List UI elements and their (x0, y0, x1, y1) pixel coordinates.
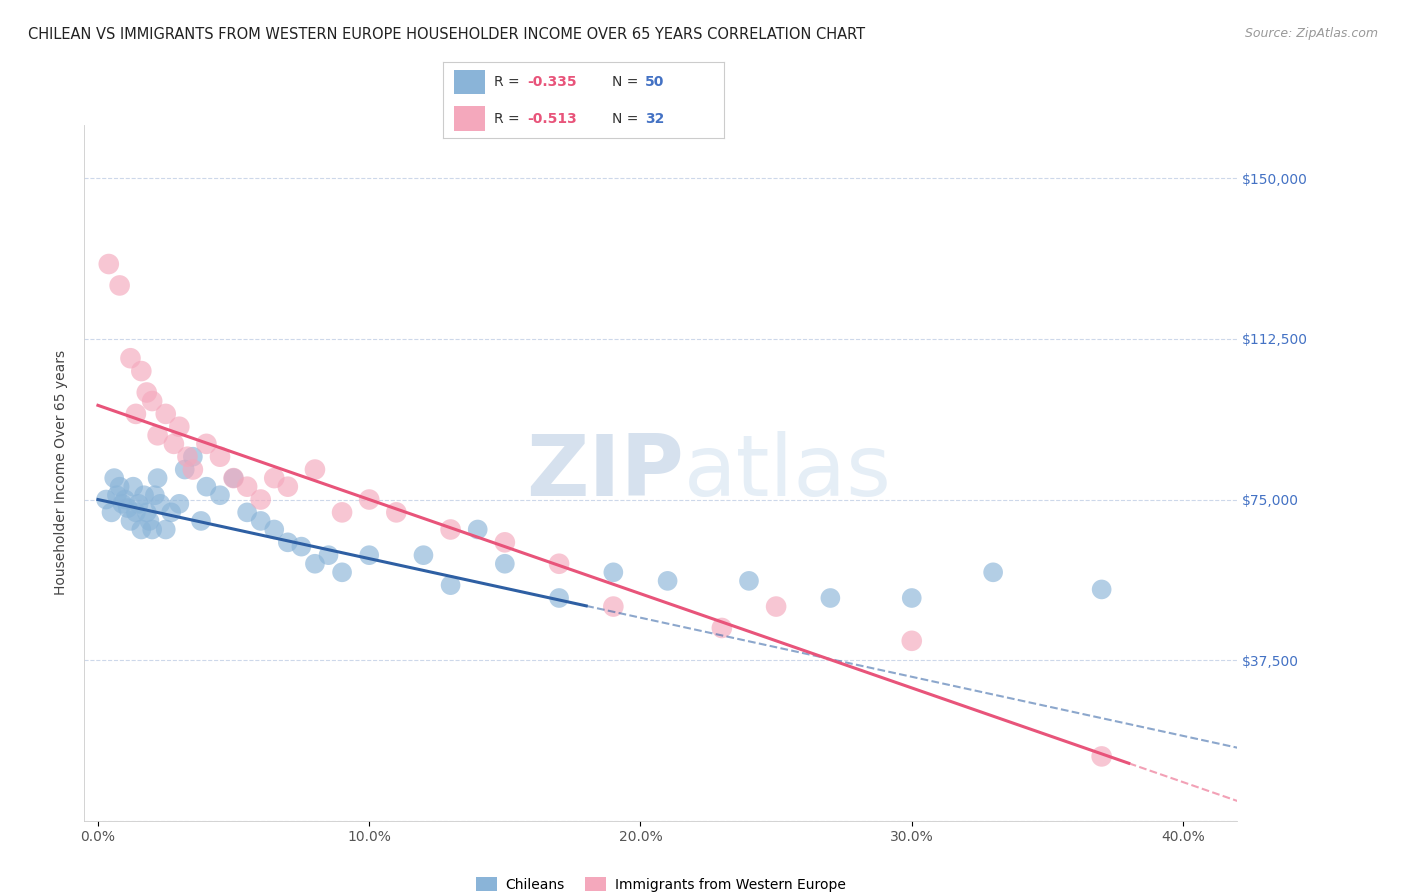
Point (1091, 749, 1114, 764)
Point (97, 257, 120, 271)
Y-axis label: Householder Income Over 65 years: Householder Income Over 65 years (55, 351, 69, 595)
Point (208, 450, 231, 464)
Text: -0.513: -0.513 (527, 112, 576, 126)
Point (900, 633, 922, 648)
Text: N =: N = (612, 112, 643, 126)
Point (117, 501, 139, 516)
FancyBboxPatch shape (454, 106, 485, 130)
Point (176, 450, 198, 464)
Point (155, 407, 177, 421)
Point (412, 548, 434, 562)
Point (125, 505, 148, 519)
Point (208, 488, 231, 502)
Point (385, 505, 408, 519)
Point (304, 462, 326, 476)
Point (222, 471, 245, 485)
Point (105, 488, 128, 502)
Point (149, 497, 172, 511)
Point (263, 471, 285, 485)
Point (359, 548, 381, 562)
Point (439, 523, 461, 537)
Point (657, 574, 679, 588)
Text: atlas: atlas (683, 431, 891, 515)
Point (330, 505, 353, 519)
Point (981, 566, 1004, 580)
Point (108, 278, 131, 293)
Point (318, 548, 340, 562)
Point (169, 497, 191, 511)
Point (263, 523, 285, 537)
Point (359, 492, 381, 507)
Point (277, 535, 299, 549)
FancyBboxPatch shape (454, 70, 485, 95)
Point (135, 385, 157, 400)
Point (173, 462, 195, 476)
Point (94, 492, 117, 507)
Point (236, 480, 259, 494)
Text: ZIP: ZIP (526, 431, 683, 515)
Point (103, 471, 125, 485)
Point (548, 591, 571, 605)
Point (304, 557, 326, 571)
Point (160, 505, 183, 519)
Text: N =: N = (612, 75, 643, 89)
Point (143, 488, 166, 502)
Point (114, 492, 136, 507)
Point (100, 505, 122, 519)
Point (439, 578, 461, 592)
Point (710, 621, 733, 635)
Point (290, 540, 312, 554)
Point (738, 574, 761, 588)
Point (163, 437, 186, 451)
Point (141, 394, 163, 409)
Point (236, 505, 259, 519)
Point (131, 364, 153, 378)
Point (111, 497, 134, 511)
Point (467, 523, 489, 537)
Point (602, 599, 624, 614)
Point (146, 471, 169, 485)
Point (122, 480, 145, 494)
Point (548, 557, 571, 571)
Point (1091, 582, 1114, 597)
Point (120, 514, 142, 528)
Point (330, 566, 353, 580)
Point (190, 514, 212, 528)
Point (765, 599, 787, 614)
Point (155, 523, 177, 537)
Point (146, 428, 169, 442)
Point (277, 480, 299, 494)
Text: Source: ZipAtlas.com: Source: ZipAtlas.com (1244, 27, 1378, 40)
Point (602, 566, 624, 580)
Point (820, 591, 842, 605)
Point (900, 591, 922, 605)
Text: CHILEAN VS IMMIGRANTS FROM WESTERN EUROPE HOUSEHOLDER INCOME OVER 65 YEARS CORRE: CHILEAN VS IMMIGRANTS FROM WESTERN EUROP… (28, 27, 865, 42)
Point (494, 535, 516, 549)
Point (249, 514, 271, 528)
Point (135, 505, 157, 519)
Point (249, 492, 271, 507)
Point (120, 351, 142, 366)
Point (169, 419, 191, 434)
Text: 50: 50 (645, 75, 665, 89)
Point (108, 480, 131, 494)
Point (222, 471, 245, 485)
Point (494, 557, 516, 571)
Text: 32: 32 (645, 112, 665, 126)
Point (181, 450, 204, 464)
Point (132, 488, 155, 502)
Point (125, 407, 148, 421)
Point (131, 523, 153, 537)
Point (195, 480, 218, 494)
Point (128, 497, 150, 511)
Point (181, 462, 204, 476)
Point (138, 514, 160, 528)
Legend: Chileans, Immigrants from Western Europe: Chileans, Immigrants from Western Europe (471, 871, 851, 892)
Text: R =: R = (494, 112, 523, 126)
Point (195, 437, 218, 451)
Point (141, 523, 163, 537)
Text: -0.335: -0.335 (527, 75, 576, 89)
Text: R =: R = (494, 75, 523, 89)
